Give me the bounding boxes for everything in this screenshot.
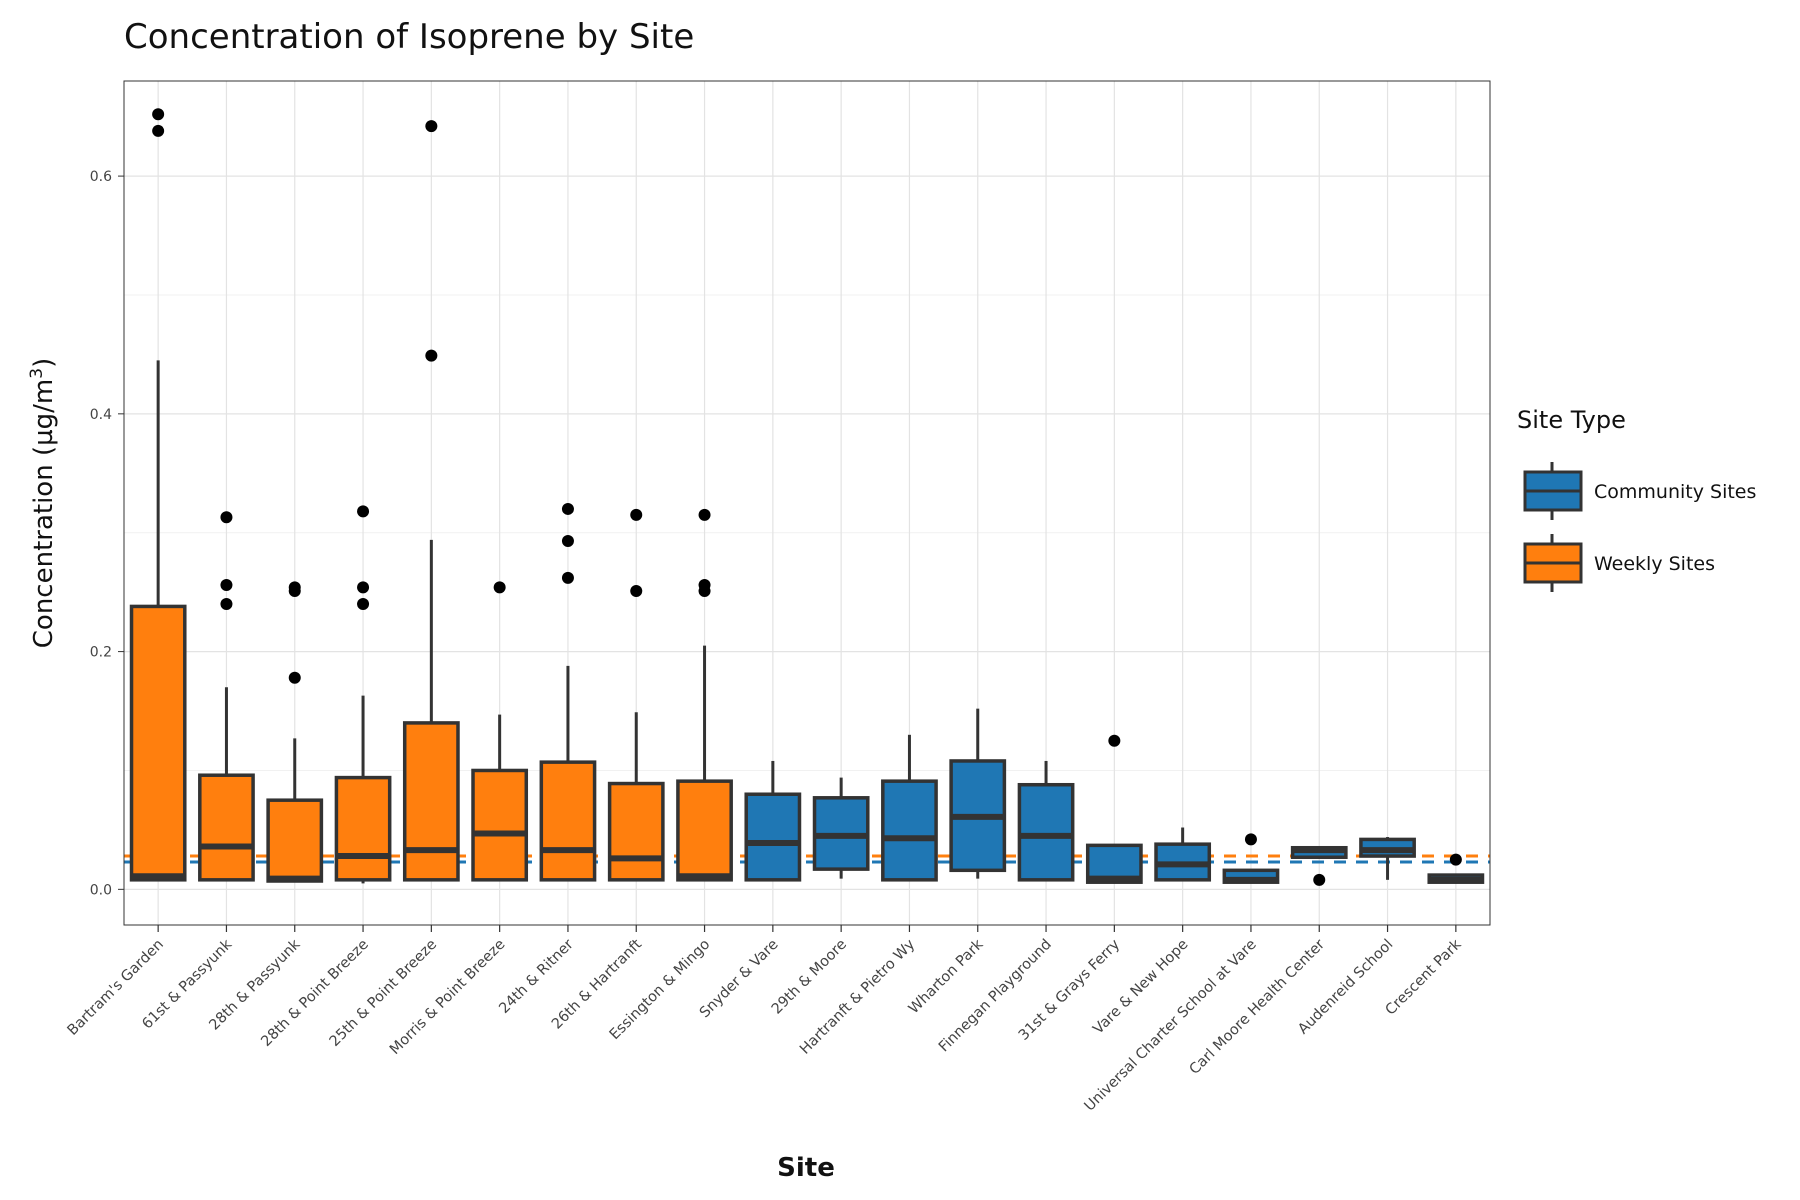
y-axis: 0.0 0.2 0.4 0.6 [90,169,124,898]
y-axis-label-main: Concentration (µg/m [29,379,59,648]
grid-lines [124,81,1490,925]
box-iqr [676,779,733,882]
box-snyder-vare [744,760,802,882]
reference-lines [124,854,1490,864]
box-bartram-s-garden [129,108,187,882]
x-tick-label: Carl Moore Health Center [1187,936,1328,1077]
legend-item-weekly-sites: Weekly Sites [1523,534,1715,592]
outlier-point [220,579,233,592]
box-29th-moore [812,777,870,879]
box-26th-hartranft [607,508,665,882]
box-essington-mingo [676,508,733,882]
box-plots [129,108,1485,886]
y-tick-label: 0.4 [90,407,112,423]
legend: Site Type Community Sites Weekly Sites [1517,406,1756,592]
box-28th-passyunk [266,581,324,883]
outlier-point [493,581,506,594]
box-iqr [129,604,187,882]
outlier-point [357,505,370,518]
box-iqr [402,721,460,882]
legend-label-weekly-sites: Weekly Sites [1594,553,1715,575]
box-iqr [198,773,255,882]
outlier-point [152,108,165,121]
y-axis-label-close: ) [29,358,59,368]
legend-title: Site Type [1517,406,1626,434]
box-iqr [744,792,802,882]
box-finnegan-playground [1017,760,1075,882]
box-iqr [1017,782,1075,882]
outlier-point [288,671,301,684]
y-axis-label-superscript: 3 [27,368,47,379]
outlier-point [630,508,643,521]
outlier-point [220,511,233,524]
legend-label-community-sites: Community Sites [1594,481,1756,503]
box-iqr [266,798,324,883]
outlier-point [425,349,438,362]
outlier-point [561,535,574,548]
box-morris-point-breeze [471,581,529,882]
outlier-point [152,124,165,137]
outlier-point [288,584,301,597]
outlier-point [357,598,370,611]
outlier-point [1244,833,1257,846]
outlier-point [1108,734,1121,747]
box-iqr [471,768,529,882]
outlier-point [220,598,233,611]
box-61st-passyunk [198,511,255,882]
outlier-point [561,502,574,515]
box-iqr [881,779,938,882]
box-24th-ritner [539,502,597,882]
box-crescent-park [1427,853,1485,884]
box-universal-charter-school-at-vare [1222,833,1280,884]
x-tick-label: Hartranft & Pietro Wy [797,936,918,1057]
y-axis-label: Concentration (µg/m3) [27,358,59,648]
outlier-point [1449,853,1462,866]
x-tick-label: Finnegan Playground [936,937,1055,1056]
box-25th-point-breeze [402,120,460,882]
box-31st-grays-ferry [1085,734,1143,884]
outlier-point [698,508,711,521]
box-vare-new-hope [1154,827,1212,882]
plot-panel-border [123,80,1491,926]
chart-title: Concentration of Isoprene by Site [124,17,694,57]
box-hartranft-pietro-wy [881,734,938,882]
legend-item-community-sites: Community Sites [1523,462,1756,520]
outlier-point [1313,873,1326,886]
outlier-point [425,120,438,133]
y-tick-label: 0.6 [90,169,112,185]
outlier-point [630,584,643,597]
box-iqr [334,775,392,882]
y-tick-label: 0.0 [90,882,112,898]
box-iqr [607,781,665,882]
x-tick-label: Morris & Point Breeze [387,936,508,1057]
box-28th-point-breeze [334,505,392,884]
x-axis-label: Site [777,1153,835,1183]
box-wharton-park [949,708,1007,879]
outlier-point [698,584,711,597]
outlier-point [561,571,574,584]
outlier-point [357,581,370,594]
box-carl-moore-health-center [1290,845,1348,886]
box-audenreid-school [1359,837,1416,880]
box-iqr [539,760,597,882]
y-tick-label: 0.2 [90,645,112,661]
